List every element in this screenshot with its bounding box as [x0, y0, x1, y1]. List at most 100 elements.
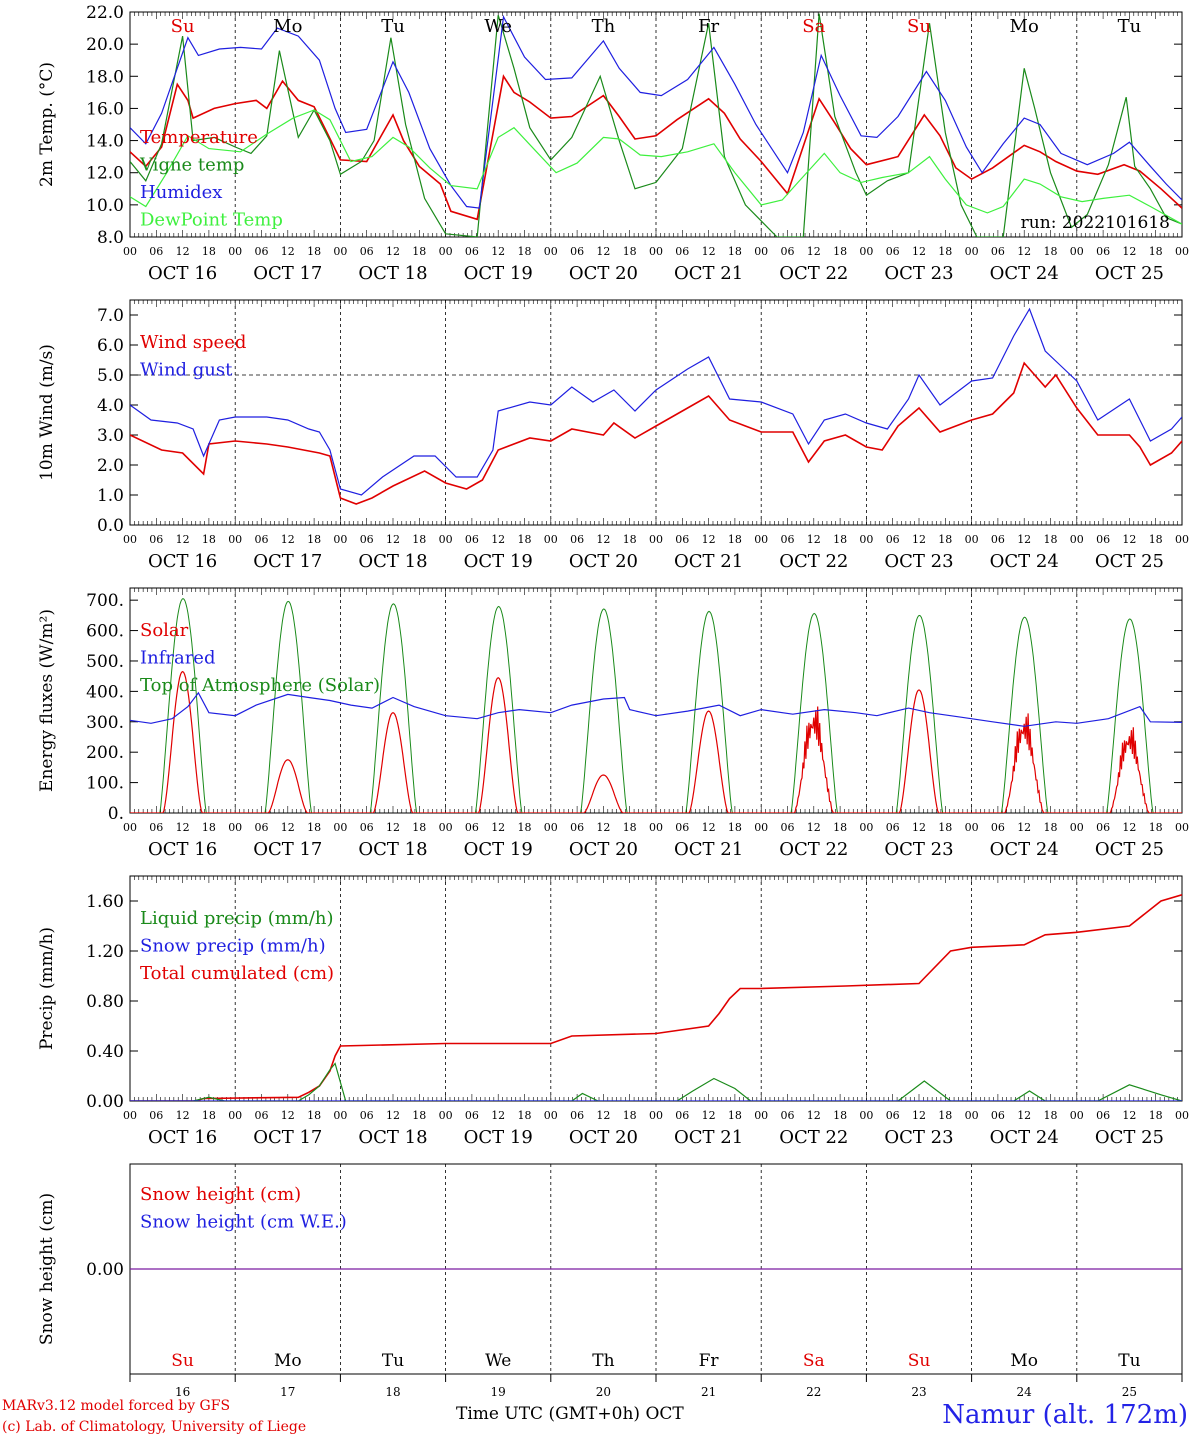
- y-tick-label: 100.: [86, 774, 124, 794]
- hour-tick-label: 00: [965, 245, 979, 258]
- hour-tick-label: 06: [465, 821, 479, 834]
- weekday-label: Th: [592, 1351, 614, 1371]
- x-axis-title: Time UTC (GMT+0h) OCT: [456, 1404, 684, 1424]
- weekday-label: Fr: [698, 16, 719, 37]
- hour-tick-label: 00: [439, 533, 453, 546]
- weekday-label: Tu: [1118, 16, 1142, 37]
- hour-tick-label: 12: [176, 1109, 190, 1122]
- hour-tick-label: 00: [1070, 533, 1084, 546]
- hour-tick-label: 12: [596, 533, 610, 546]
- hour-tick-label: 18: [728, 821, 742, 834]
- hour-tick-label: 18: [202, 821, 216, 834]
- hour-tick-label: 18: [307, 245, 321, 258]
- hour-tick-label: 12: [807, 821, 821, 834]
- hour-tick-label: 00: [649, 1109, 663, 1122]
- y-tick-label: 3.0: [97, 426, 124, 446]
- hour-tick-label: 18: [518, 245, 532, 258]
- run-label: run: 2022101618: [1021, 213, 1170, 233]
- date-label: OCT 23: [884, 551, 953, 572]
- hour-tick-label: 12: [702, 245, 716, 258]
- day-number-label: 25: [1122, 1385, 1137, 1399]
- station-name: Namur (alt. 172m): [942, 1400, 1188, 1430]
- y-tick-label: 600.: [86, 622, 124, 642]
- hour-tick-label: 00: [965, 1109, 979, 1122]
- hour-tick-label: 12: [1122, 1109, 1136, 1122]
- hour-tick-label: 18: [202, 245, 216, 258]
- hour-tick-label: 12: [176, 533, 190, 546]
- hour-tick-label: 12: [1122, 245, 1136, 258]
- weekday-label: Sa: [802, 16, 825, 37]
- hour-tick-label: 06: [360, 821, 374, 834]
- day-number-label: 19: [491, 1385, 506, 1399]
- date-label: OCT 25: [1095, 551, 1164, 572]
- hour-tick-label: 18: [412, 533, 426, 546]
- date-label: OCT 23: [884, 1127, 953, 1148]
- hour-tick-label: 00: [333, 821, 347, 834]
- hour-tick-label: 18: [1044, 821, 1058, 834]
- hour-tick-label: 06: [570, 1109, 584, 1122]
- toa-solar-line: [130, 598, 1182, 813]
- hour-tick-label: 00: [123, 245, 137, 258]
- y-tick-label: 18.0: [86, 67, 124, 87]
- hour-tick-label: 00: [228, 821, 242, 834]
- hour-tick-label: 06: [991, 821, 1005, 834]
- hour-tick-label: 00: [649, 245, 663, 258]
- hour-tick-label: 18: [833, 245, 847, 258]
- series-group: [130, 307, 1182, 505]
- hour-tick-label: 18: [833, 1109, 847, 1122]
- day-number-label: 21: [701, 1385, 716, 1399]
- legend-entry: Snow precip (mm/h): [140, 936, 326, 957]
- date-label: OCT 22: [779, 551, 848, 572]
- panel-2: [129, 299, 1183, 526]
- hour-tick-label: 06: [991, 533, 1005, 546]
- weekday-label: Mo: [273, 16, 302, 37]
- day-number-label: 18: [385, 1385, 400, 1399]
- hour-tick-label: 00: [649, 533, 663, 546]
- hour-tick-label: 06: [149, 245, 163, 258]
- date-label: OCT 24: [990, 839, 1059, 860]
- hour-tick-label: 00: [439, 1109, 453, 1122]
- date-label: OCT 20: [569, 263, 638, 284]
- weekday-label: Tu: [382, 1351, 404, 1371]
- hour-tick-label: 12: [702, 821, 716, 834]
- y-tick-label: 400.: [86, 682, 124, 702]
- hour-tick-label: 06: [675, 533, 689, 546]
- legend-entry: Snow height (cm W.E.): [140, 1212, 347, 1233]
- legend-entry: Vigne temp: [139, 155, 244, 176]
- y-tick-label: 0.80: [86, 992, 124, 1012]
- hour-tick-label: 12: [386, 533, 400, 546]
- hour-tick-label: 00: [123, 533, 137, 546]
- date-label: OCT 23: [884, 263, 953, 284]
- hour-tick-label: 06: [886, 245, 900, 258]
- y-tick-label: 0.00: [86, 1092, 124, 1112]
- hour-tick-label: 00: [544, 1109, 558, 1122]
- hour-tick-label: 06: [781, 821, 795, 834]
- date-label: OCT 16: [148, 839, 217, 860]
- y-tick-label: 200.: [86, 743, 124, 763]
- date-label: OCT 19: [464, 1127, 533, 1148]
- hour-tick-label: 18: [728, 533, 742, 546]
- weekday-label: We: [484, 16, 512, 37]
- hour-tick-label: 00: [333, 245, 347, 258]
- hour-tick-label: 00: [1175, 821, 1189, 834]
- hour-tick-label: 12: [596, 1109, 610, 1122]
- date-label: OCT 24: [990, 551, 1059, 572]
- liquid-precip-mm-h-line: [130, 1062, 1182, 1101]
- hour-tick-label: 18: [623, 245, 637, 258]
- hour-tick-label: 00: [1175, 1109, 1189, 1122]
- weekday-label: Mo: [1010, 1351, 1038, 1371]
- hour-tick-label: 18: [307, 1109, 321, 1122]
- panel-frame: [129, 299, 1183, 526]
- date-label: OCT 22: [779, 263, 848, 284]
- date-label: OCT 25: [1095, 839, 1164, 860]
- y-axis-label: Snow height (cm): [37, 1193, 57, 1345]
- hour-tick-label: 06: [570, 533, 584, 546]
- hour-tick-label: 12: [491, 245, 505, 258]
- y-tick-label: 10.0: [86, 196, 124, 216]
- hour-tick-label: 18: [623, 1109, 637, 1122]
- hour-tick-label: 06: [360, 1109, 374, 1122]
- date-label: OCT 25: [1095, 1127, 1164, 1148]
- hour-tick-label: 06: [991, 245, 1005, 258]
- weekday-label: Su: [171, 1351, 194, 1371]
- date-label: OCT 16: [148, 1127, 217, 1148]
